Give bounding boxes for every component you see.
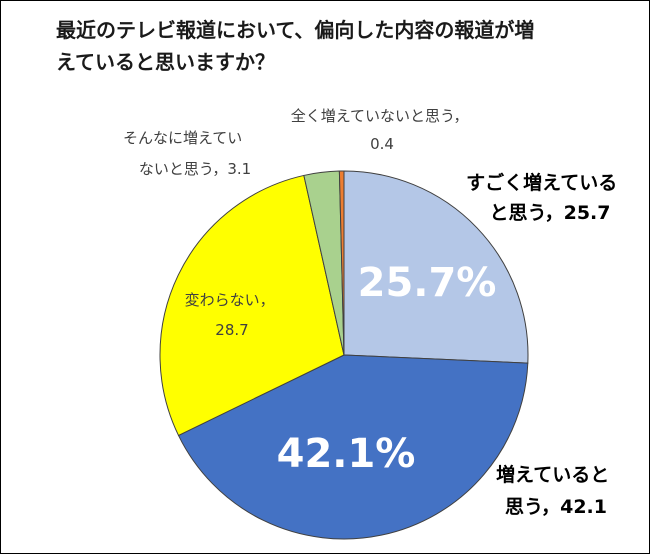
inner-label-strong-increase: 25.7%	[358, 260, 497, 306]
pie-slice-4	[338, 170, 345, 356]
slice-label-no-change-line-2: 28.7	[215, 321, 248, 339]
slice-label-no-change-line-1: 変わらない，	[185, 291, 275, 309]
pie-slice-1	[177, 354, 529, 540]
slice-label-not-much-increase-line-1: そんなに増えてい	[123, 129, 242, 147]
inner-label-increase: 42.1%	[277, 431, 416, 477]
pie-slice-2	[159, 174, 345, 437]
slice-label-no-increase-line-2: 0.4	[370, 135, 394, 153]
slice-label-no-change: 変わらない， 28.7	[185, 291, 280, 339]
pie-slices	[159, 170, 529, 540]
slice-label-not-much-increase: そんなに増えてい ないと思う，3.1	[123, 129, 251, 178]
pie-slice-0	[343, 170, 529, 364]
slice-label-no-increase: 全く増えていないと思う， 0.4	[291, 107, 474, 153]
title-line-1: 最近のテレビ報道において、偏向した内容の報道が増	[56, 18, 535, 42]
slice-label-no-increase-line-1: 全く増えていないと思う，	[291, 107, 469, 125]
slice-label-strong-increase-line-2: と思う，25.7	[490, 202, 611, 224]
slice-label-strong-increase-line-1: すごく増えている	[466, 171, 617, 194]
chart-title: 最近のテレビ報道において、偏向した内容の報道が増 えていると思いますか？	[56, 14, 616, 78]
slice-label-increase-line-1: 増えていると	[496, 463, 609, 486]
slice-label-not-much-increase-line-2: ないと思う，3.1	[139, 160, 251, 178]
title-line-2: えていると思いますか？	[56, 50, 275, 74]
slice-label-increase: 増えていると 思う，42.1	[496, 463, 616, 518]
slice-label-increase-line-2: 思う，42.1	[505, 496, 607, 518]
slice-label-strong-increase: すごく増えている と思う，25.7	[466, 171, 624, 224]
